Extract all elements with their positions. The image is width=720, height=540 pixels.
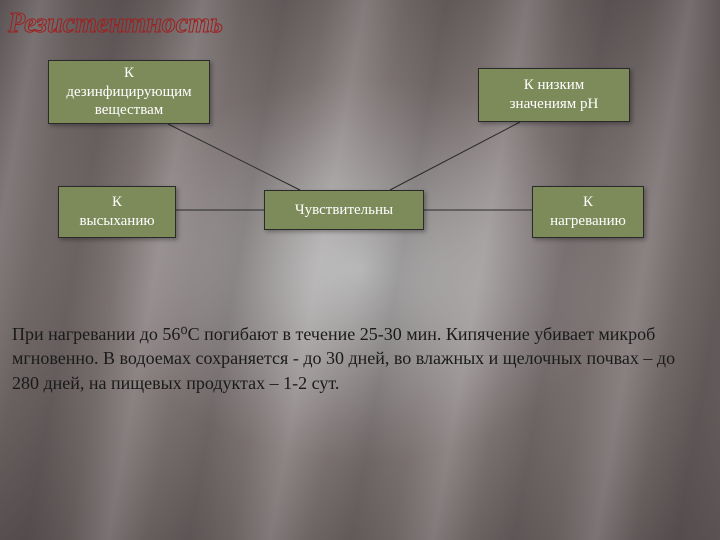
node-center: Чувствительны	[264, 190, 424, 230]
node-drying: К высыханию	[58, 186, 176, 238]
description-paragraph: При нагревании до 56⁰С погибают в течени…	[12, 322, 700, 395]
node-heating: К нагреванию	[532, 186, 644, 238]
slide-title: Резистентность	[8, 8, 223, 40]
node-disinfect: К дезинфицирующим веществам	[48, 60, 210, 124]
node-lowph: К низким значениям рН	[478, 68, 630, 122]
edge-disinfect-center	[168, 124, 300, 190]
edge-lowph-center	[390, 122, 520, 190]
